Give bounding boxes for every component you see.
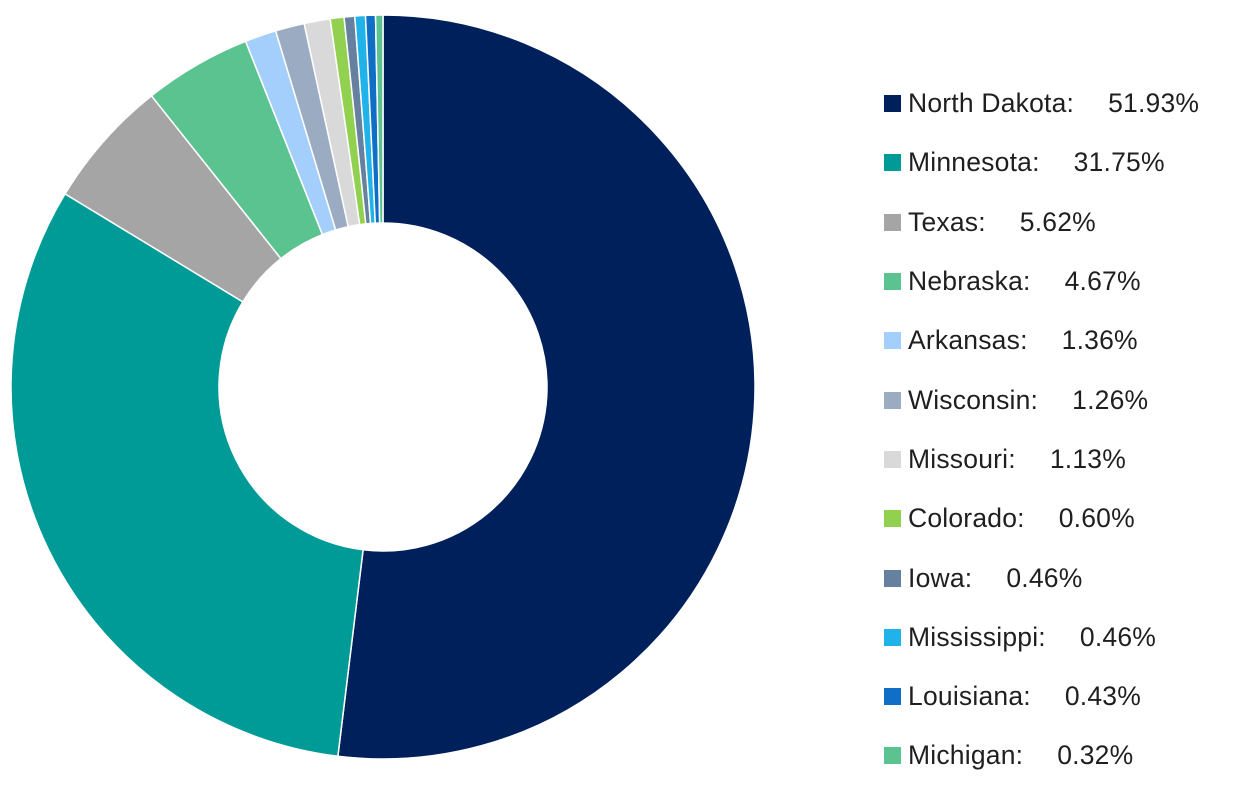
legend-value: 1.13% (1049, 443, 1126, 474)
legend-swatch (884, 391, 901, 409)
legend-value: 0.43% (1064, 681, 1141, 712)
legend-value: 4.67% (1064, 266, 1141, 297)
legend-label: Mississippi: (908, 621, 1046, 652)
legend-item-missouri: Missouri: 1.13% (884, 430, 1234, 489)
legend-item-minnesota: Minnesota: 31.75% (884, 133, 1234, 192)
legend-label: North Dakota: (908, 88, 1075, 119)
legend-label: Michigan: (908, 740, 1024, 771)
legend-item-iowa: Iowa: 0.46% (884, 548, 1234, 607)
legend-swatch (884, 510, 901, 528)
legend-item-colorado: Colorado: 0.60% (884, 489, 1234, 548)
legend-swatch (884, 688, 901, 706)
legend-swatch (884, 154, 901, 172)
legend-swatch (884, 747, 901, 765)
legend-item-mississippi: Mississippi: 0.46% (884, 608, 1234, 667)
slice-north-dakota (337, 14, 756, 760)
legend-label: Minnesota: (908, 147, 1040, 178)
legend-swatch (884, 628, 901, 646)
legend-item-north-dakota: North Dakota: 51.93% (884, 74, 1234, 133)
legend-swatch (884, 273, 901, 291)
legend-label: Missouri: (908, 443, 1016, 474)
legend-item-arkansas: Arkansas: 1.36% (884, 311, 1234, 370)
legend-value: 0.60% (1058, 503, 1135, 534)
legend-label: Colorado: (908, 503, 1025, 534)
legend-item-texas: Texas: 5.62% (884, 193, 1234, 252)
legend-item-nebraska: Nebraska: 4.67% (884, 252, 1234, 311)
legend-item-michigan: Michigan: 0.32% (884, 726, 1234, 785)
legend-value: 31.75% (1073, 147, 1165, 178)
legend-label: Texas: (908, 206, 986, 237)
legend-item-wisconsin: Wisconsin: 1.26% (884, 370, 1234, 429)
legend-label: Louisiana: (908, 681, 1031, 712)
legend-swatch (884, 332, 901, 350)
legend: North Dakota: 51.93% Minnesota: 31.75% Texas… (884, 74, 1234, 786)
slice-minnesota (10, 192, 364, 758)
legend-swatch (884, 213, 901, 231)
legend-value: 1.26% (1072, 384, 1149, 415)
legend-value: 51.93% (1108, 88, 1200, 119)
legend-swatch (884, 95, 901, 113)
legend-label: Arkansas: (908, 325, 1028, 356)
legend-swatch (884, 450, 901, 468)
legend-value: 0.32% (1057, 740, 1134, 771)
legend-value: 5.62% (1019, 206, 1096, 237)
legend-value: 0.46% (1079, 621, 1157, 652)
legend-label: Wisconsin: (908, 384, 1039, 415)
legend-label: Iowa: (908, 562, 973, 593)
legend-item-louisiana: Louisiana: 0.43% (884, 667, 1234, 726)
legend-value: 1.36% (1061, 325, 1138, 356)
legend-value: 0.46% (1006, 562, 1083, 593)
donut-plot (10, 14, 756, 760)
slice-michigan (374, 14, 384, 224)
legend-label: Nebraska: (908, 266, 1031, 297)
legend-swatch (884, 569, 901, 587)
